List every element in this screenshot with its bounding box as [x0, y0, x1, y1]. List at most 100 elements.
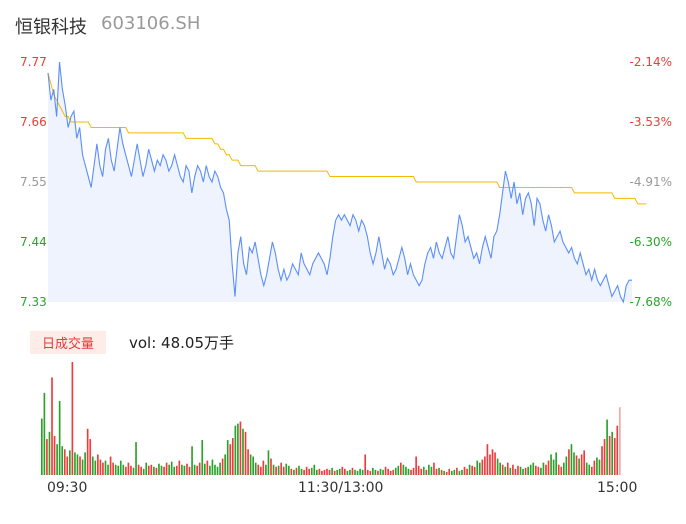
volume-bar [540, 467, 542, 475]
volume-bar [201, 440, 204, 475]
volume-bar [76, 454, 79, 475]
volume-bar [611, 431, 614, 475]
price-tick-1: 7.66 [20, 115, 47, 129]
volume-bar [181, 464, 183, 475]
volume-bar [114, 464, 117, 475]
volume-bar [117, 465, 120, 475]
volume-bar [537, 466, 540, 475]
volume-readout: vol: 48.05万手 [129, 334, 234, 352]
volume-bar [61, 446, 64, 475]
volume-bar [160, 465, 163, 475]
volume-bar [616, 425, 619, 475]
volume-bar [489, 454, 491, 475]
volume-bar [305, 466, 308, 475]
volume-bar [191, 446, 193, 475]
volume-bar [125, 466, 127, 475]
volume-bar [453, 469, 456, 475]
volume-bar [237, 423, 239, 475]
volume-bar [150, 464, 153, 475]
volume-bar [417, 465, 420, 475]
volume-bar [351, 467, 354, 475]
volume-bar [364, 454, 367, 475]
volume-bar [534, 465, 537, 475]
time-tick-close: 15:00 [597, 480, 638, 496]
volume-bar [94, 460, 97, 475]
volume-bar [300, 468, 303, 475]
volume-bar [583, 450, 586, 475]
volume-bar [476, 460, 479, 475]
pct-tick-4: -7.68% [629, 295, 672, 309]
volume-bar [438, 467, 440, 475]
volume-bar [58, 401, 61, 475]
volume-bar [259, 466, 262, 475]
volume-bar [163, 466, 165, 475]
volume-bar [374, 469, 377, 475]
pct-tick-3: -6.30% [629, 235, 672, 249]
volume-bar [89, 439, 92, 475]
volume-bar [252, 456, 254, 475]
volume-bar [333, 470, 336, 475]
volume-bar [517, 465, 519, 475]
volume-bar [578, 458, 580, 475]
volume-bar [79, 456, 81, 475]
volume-bar [188, 466, 191, 475]
volume-bar [344, 468, 346, 475]
volume-tab[interactable]: 日成交量 [30, 331, 107, 354]
volume-bar [456, 467, 458, 475]
volume-bar [53, 435, 56, 475]
volume-bar [397, 465, 400, 475]
volume-bar [112, 462, 114, 475]
volume-bar [272, 464, 275, 475]
volume-bar [346, 470, 349, 475]
volume-bar [499, 462, 501, 475]
volume-bar [448, 468, 451, 475]
volume-bar [275, 466, 277, 475]
volume-bar [496, 458, 499, 475]
volume-bar [41, 418, 43, 475]
volume-bar [550, 454, 552, 475]
volume-bar [81, 459, 84, 475]
volume-bar [86, 428, 89, 475]
volume-bar [506, 462, 509, 475]
volume-bar [155, 467, 158, 475]
volume-bar [46, 439, 48, 475]
pct-tick-2: -4.91% [629, 175, 672, 189]
volume-bar [99, 459, 102, 475]
volume-bar [481, 459, 484, 475]
volume-bar [466, 468, 468, 475]
volume-bar [402, 464, 405, 475]
volume-bar [568, 449, 570, 475]
volume-bar [109, 456, 112, 475]
volume-bar [377, 470, 379, 475]
volume-bar [206, 460, 209, 475]
volume-bar [183, 465, 186, 475]
volume-bar [573, 452, 575, 475]
volume-bar [226, 440, 229, 475]
volume-bar [71, 362, 74, 475]
volume-bar [313, 464, 316, 475]
volume-bar [580, 454, 583, 475]
volume-bar [532, 462, 535, 475]
volume-bar [463, 466, 466, 475]
volume-bar [137, 464, 140, 475]
volume-bar [545, 464, 547, 475]
volume-bar [547, 460, 550, 475]
volume-bar [244, 431, 247, 475]
volume-bar [430, 466, 433, 475]
volume-bar [514, 468, 517, 475]
volume-bar [316, 469, 318, 475]
volume-bar [211, 459, 214, 475]
volume-bar [198, 462, 201, 475]
volume-bar [445, 471, 448, 475]
volume-bar [145, 462, 148, 475]
volume-bar [336, 469, 339, 475]
volume-bar [318, 468, 321, 475]
volume-bar [433, 462, 435, 475]
volume-bar [229, 444, 232, 475]
volume-bar [542, 462, 545, 475]
avg-price-line [47, 72, 647, 205]
volume-bar [165, 462, 168, 475]
volume-bar [557, 464, 560, 475]
volume-bar [478, 462, 481, 475]
volume-bar [435, 468, 438, 475]
